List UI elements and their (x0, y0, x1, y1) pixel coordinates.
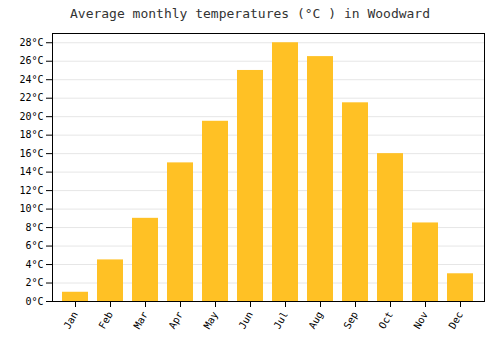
svg-text:12°C: 12°C (19, 185, 43, 196)
svg-text:14°C: 14°C (19, 166, 43, 177)
svg-text:Dec: Dec (446, 310, 465, 331)
html-text:Average monthly temperatures (: Average monthly temperatures (°C ) in Wo… (70, 6, 430, 21)
svg-text:Mar: Mar (131, 310, 150, 331)
svg-text:26°C: 26°C (19, 55, 43, 66)
svg-text:Nov: Nov (411, 310, 430, 331)
svg-text:Aug: Aug (306, 310, 325, 331)
svg-text:2°C: 2°C (25, 277, 43, 288)
svg-text:8°C: 8°C (25, 222, 43, 233)
svg-text:22°C: 22°C (19, 92, 43, 103)
svg-text:24°C: 24°C (19, 74, 43, 85)
svg-text:Jul: Jul (271, 310, 290, 331)
svg-text:10°C: 10°C (19, 203, 43, 214)
svg-text:Oct: Oct (376, 310, 395, 331)
svg-text:6°C: 6°C (25, 240, 43, 251)
svg-text:Feb: Feb (96, 310, 115, 331)
svg-text:0°C: 0°C (25, 296, 43, 307)
svg-text:16°C: 16°C (19, 148, 43, 159)
svg-text:Apr: Apr (166, 310, 185, 331)
svg-text:Sep: Sep (341, 310, 360, 331)
svg-text:May: May (201, 310, 220, 331)
svg-text:Jan: Jan (61, 310, 80, 331)
svg-text:Jun: Jun (236, 310, 255, 331)
svg-text:18°C: 18°C (19, 129, 43, 140)
svg-text:28°C: 28°C (19, 37, 43, 48)
svg-text:20°C: 20°C (19, 111, 43, 122)
svg-text:4°C: 4°C (25, 259, 43, 270)
